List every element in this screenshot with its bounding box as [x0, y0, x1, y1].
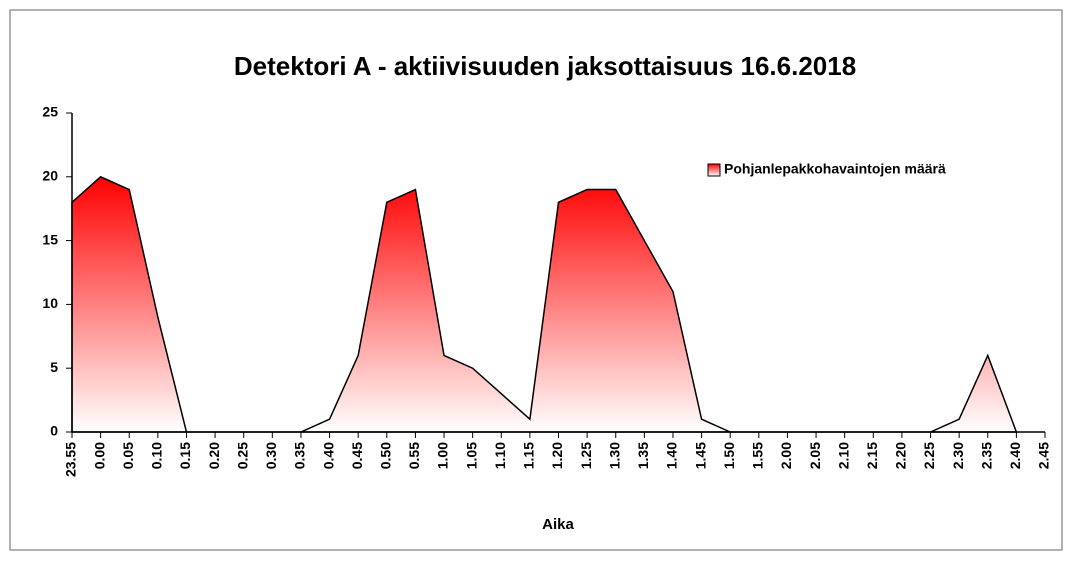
x-tick-label: 1.25: [578, 442, 594, 469]
chart-title: Detektori A - aktiivisuuden jaksottaisuu…: [234, 51, 856, 81]
x-tick-label: 2.00: [778, 442, 794, 469]
y-tick-label: 15: [42, 231, 58, 247]
y-tick-label: 20: [42, 168, 58, 184]
x-tick-label: 0.35: [292, 442, 308, 469]
x-tick-label: 1.15: [521, 442, 537, 469]
legend-label: Pohjanlepakkohavaintojen määrä: [724, 161, 946, 177]
y-tick-label: 5: [50, 359, 58, 375]
x-tick-label: 0.05: [120, 442, 136, 469]
x-tick-label: 2.35: [978, 442, 994, 469]
legend-swatch: [707, 163, 721, 177]
x-tick-label: 2.40: [1007, 442, 1023, 469]
x-axis-label: Aika: [542, 516, 574, 533]
x-tick-label: 0.25: [234, 442, 250, 469]
chart-frame: [9, 9, 1063, 551]
y-tick-label: 10: [42, 295, 58, 311]
x-tick-label: 23.55: [63, 442, 79, 477]
x-tick-label: 0.55: [406, 442, 422, 469]
x-tick-label: 1.10: [492, 442, 508, 469]
x-tick-label: 1.00: [435, 442, 451, 469]
x-tick-label: 2.25: [921, 442, 937, 469]
x-tick-label: 1.50: [721, 442, 737, 469]
x-tick-label: 1.40: [664, 442, 680, 469]
x-tick-label: 0.40: [320, 442, 336, 469]
x-tick-label: 1.05: [463, 442, 479, 469]
x-tick-label: 2.05: [807, 442, 823, 469]
x-tick-label: 0.30: [263, 442, 279, 469]
x-tick-label: 1.35: [635, 442, 651, 469]
y-tick-label: 0: [50, 423, 58, 439]
x-tick-label: 0.20: [206, 442, 222, 469]
x-tick-label: 1.20: [549, 442, 565, 469]
x-tick-label: 0.45: [349, 442, 365, 469]
x-tick-label: 2.15: [864, 442, 880, 469]
x-tick-label: 0.00: [91, 442, 107, 469]
y-tick-label: 25: [42, 104, 58, 120]
x-tick-label: 1.45: [692, 442, 708, 469]
x-tick-label: 2.20: [893, 442, 909, 469]
x-tick-label: 0.50: [377, 442, 393, 469]
x-tick-label: 2.30: [950, 442, 966, 469]
x-tick-label: 2.45: [1036, 442, 1052, 469]
x-tick-label: 1.30: [606, 442, 622, 469]
x-tick-label: 0.15: [177, 442, 193, 469]
x-tick-label: 2.10: [835, 442, 851, 469]
x-tick-label: 1.55: [750, 442, 766, 469]
x-tick-label: 0.10: [149, 442, 165, 469]
